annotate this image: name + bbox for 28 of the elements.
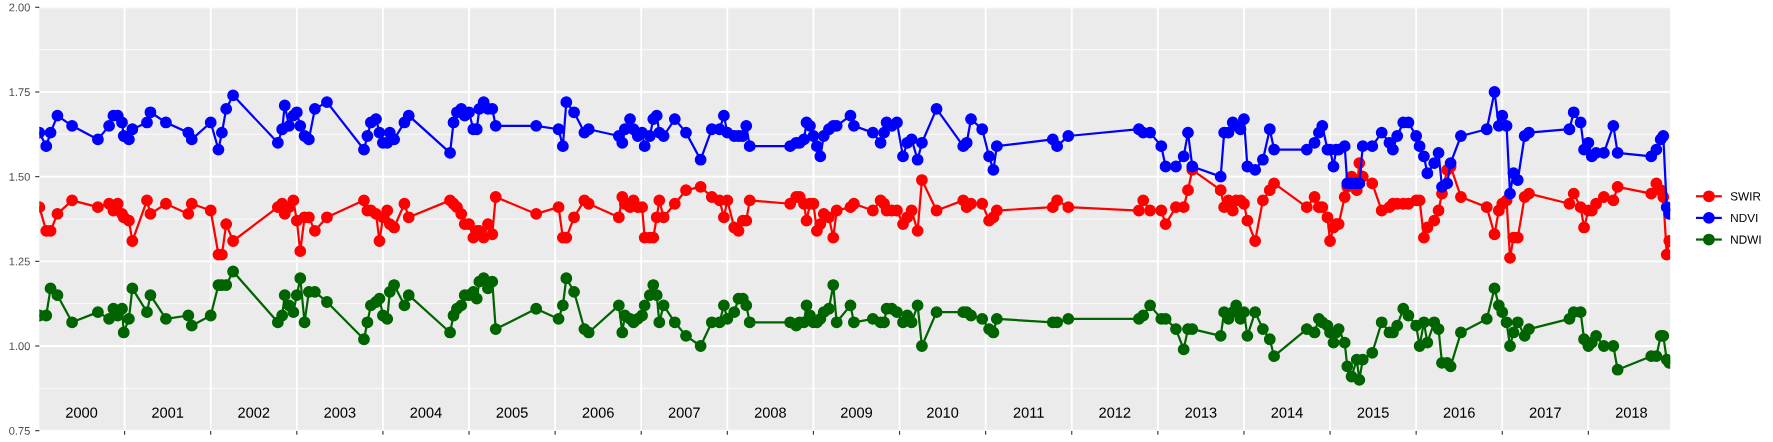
x-tick-label: 2008 [754,407,786,418]
legend-label: NDWI [1731,235,1761,244]
x-tick-label: 2015 [1357,407,1389,418]
y-tick-label: 1.00 [9,342,30,351]
y-tick-label: 1.50 [9,172,30,181]
x-tick-label: 2017 [1529,407,1561,418]
x-tick-label: 2009 [841,407,873,418]
x-tick-label: 2001 [152,407,184,418]
x-tick-label: 2004 [410,407,442,418]
x-tick-label: 2010 [927,407,959,418]
x-tick-label: 2013 [1185,407,1217,418]
x-tick-label: 2003 [324,407,356,418]
x-tick-label: 2012 [1099,407,1131,418]
x-tick-label: 2007 [668,407,700,418]
x-tick-label: 2016 [1443,407,1475,418]
x-tick-label: 2002 [238,407,270,418]
y-tick-label: 2.00 [9,3,30,12]
y-tick-label: 0.75 [9,426,30,435]
x-tick-label: 2000 [66,407,98,418]
x-tick-label: 2005 [496,407,528,418]
y-tick-label: 1.25 [9,257,30,266]
x-tick-label: 2014 [1271,407,1303,418]
x-tick-label: 2018 [1615,407,1648,418]
legend-label: SWIR [1730,192,1761,201]
legend-label: NDVI [1731,213,1758,223]
y-tick-label: 1.75 [9,88,30,97]
x-tick-label: 2011 [1013,407,1044,418]
x-tick-label: 2006 [582,407,614,418]
